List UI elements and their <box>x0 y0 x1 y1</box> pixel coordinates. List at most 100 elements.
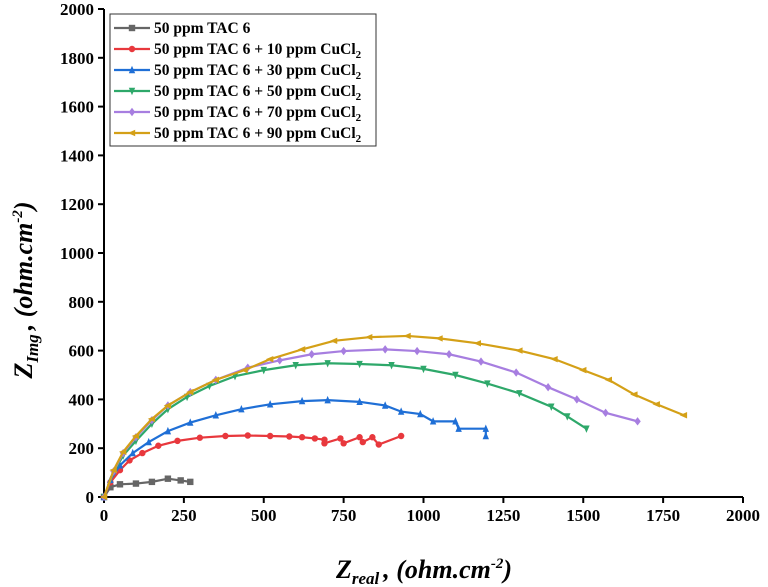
data-point-3 <box>564 413 571 421</box>
data-point-5 <box>163 402 172 409</box>
legend-entry-2: 50 ppm TAC 6 + 30 ppm CuCl2 <box>154 62 362 82</box>
data-point-4 <box>445 350 453 359</box>
data-point-4 <box>381 345 389 354</box>
data-point-2 <box>212 411 220 419</box>
data-point-2 <box>397 407 405 415</box>
x-tick-label: 250 <box>171 506 197 525</box>
data-point-5 <box>515 347 523 354</box>
legend-entry-4: 50 ppm TAC 6 + 70 ppm CuCl2 <box>154 104 362 124</box>
data-point-2 <box>129 448 136 457</box>
data-point-5 <box>131 432 140 440</box>
data-point-5 <box>652 401 660 408</box>
y-tick-label: 2000 <box>60 0 94 19</box>
data-point-3 <box>516 390 523 398</box>
data-point-0 <box>187 478 194 486</box>
y-tick-label: 200 <box>69 439 95 458</box>
legend-marker-4 <box>128 107 136 117</box>
y-tick-label: 800 <box>69 293 95 312</box>
data-point-3 <box>484 380 491 388</box>
data-point-4 <box>634 417 641 426</box>
data-point-3 <box>292 362 299 370</box>
data-point-3 <box>548 403 555 411</box>
data-point-5 <box>604 376 613 384</box>
data-point-3 <box>388 362 395 370</box>
data-point-0 <box>107 484 114 491</box>
data-point-5 <box>679 412 688 419</box>
data-point-1 <box>155 442 162 449</box>
legend-box <box>109 13 377 147</box>
data-point-1 <box>369 434 376 441</box>
data-point-1 <box>321 440 328 447</box>
x-axis-label: Zreal, (ohm.cm-2) <box>335 555 512 587</box>
data-point-4 <box>413 346 421 356</box>
data-point-1 <box>311 435 319 442</box>
data-point-0 <box>116 481 124 488</box>
data-point-5 <box>109 466 117 474</box>
x-tick-label: 0 <box>100 506 109 525</box>
data-point-5 <box>297 346 306 353</box>
data-point-2 <box>429 417 437 425</box>
data-point-0 <box>132 480 140 487</box>
data-point-1 <box>196 434 204 441</box>
data-point-2 <box>482 424 490 432</box>
y-tick-label: 1000 <box>60 244 94 263</box>
data-point-3 <box>324 360 331 368</box>
data-point-2 <box>116 461 124 469</box>
data-point-5 <box>329 337 338 345</box>
x-tick-label: 750 <box>331 506 357 525</box>
data-point-1 <box>222 432 229 440</box>
data-point-1 <box>375 441 382 448</box>
y-tick-label: 1800 <box>60 49 94 68</box>
data-point-1 <box>139 449 146 457</box>
data-point-2 <box>381 401 389 409</box>
data-point-5 <box>118 448 127 456</box>
data-point-4 <box>544 383 552 392</box>
data-point-5 <box>630 391 638 398</box>
y-tick-label: 1200 <box>60 195 94 214</box>
x-tick-label: 500 <box>251 506 277 525</box>
data-point-0 <box>177 477 184 484</box>
x-tick-label: 1000 <box>407 506 441 525</box>
data-point-1 <box>266 432 274 440</box>
legend-entry-0: 50 ppm TAC 6 <box>154 20 251 37</box>
data-point-1 <box>397 432 405 440</box>
data-point-2 <box>238 404 245 413</box>
x-tick-label: 1750 <box>646 506 680 525</box>
data-point-2 <box>145 437 152 446</box>
legend-marker-5 <box>127 129 136 137</box>
data-point-5 <box>186 388 194 396</box>
data-point-5 <box>240 366 248 374</box>
legend-marker-0 <box>128 24 136 32</box>
data-point-2 <box>452 417 459 425</box>
data-point-1 <box>286 433 293 440</box>
data-point-4 <box>512 368 520 377</box>
data-point-4 <box>602 408 609 418</box>
legend-marker-1 <box>128 45 136 53</box>
legend-marker-2 <box>128 65 136 74</box>
x-tick-label: 1250 <box>486 506 520 525</box>
data-point-5 <box>364 333 373 341</box>
data-point-4 <box>276 356 283 365</box>
data-point-4 <box>308 350 315 359</box>
data-point-3 <box>452 371 459 380</box>
series-line-4 <box>102 348 638 498</box>
legend-entry-3: 50 ppm TAC 6 + 50 ppm CuCl2 <box>154 83 362 103</box>
y-tick-label: 600 <box>69 342 95 361</box>
data-point-3 <box>583 425 590 433</box>
data-point-5 <box>403 332 411 340</box>
data-point-0 <box>148 478 156 486</box>
data-point-5 <box>435 335 443 342</box>
y-tick-label: 1400 <box>60 146 94 165</box>
data-point-4 <box>573 395 581 404</box>
legend-entry-5: 50 ppm TAC 6 + 90 ppm CuCl2 <box>154 125 362 145</box>
data-point-5 <box>579 366 587 374</box>
data-point-1 <box>174 437 181 445</box>
data-point-3 <box>420 365 427 374</box>
data-point-1 <box>337 435 344 442</box>
series-line-3 <box>102 362 588 498</box>
data-point-0 <box>164 475 172 482</box>
data-point-5 <box>99 493 108 501</box>
data-point-2 <box>455 424 462 432</box>
data-point-5 <box>211 376 220 384</box>
data-point-5 <box>147 415 156 423</box>
